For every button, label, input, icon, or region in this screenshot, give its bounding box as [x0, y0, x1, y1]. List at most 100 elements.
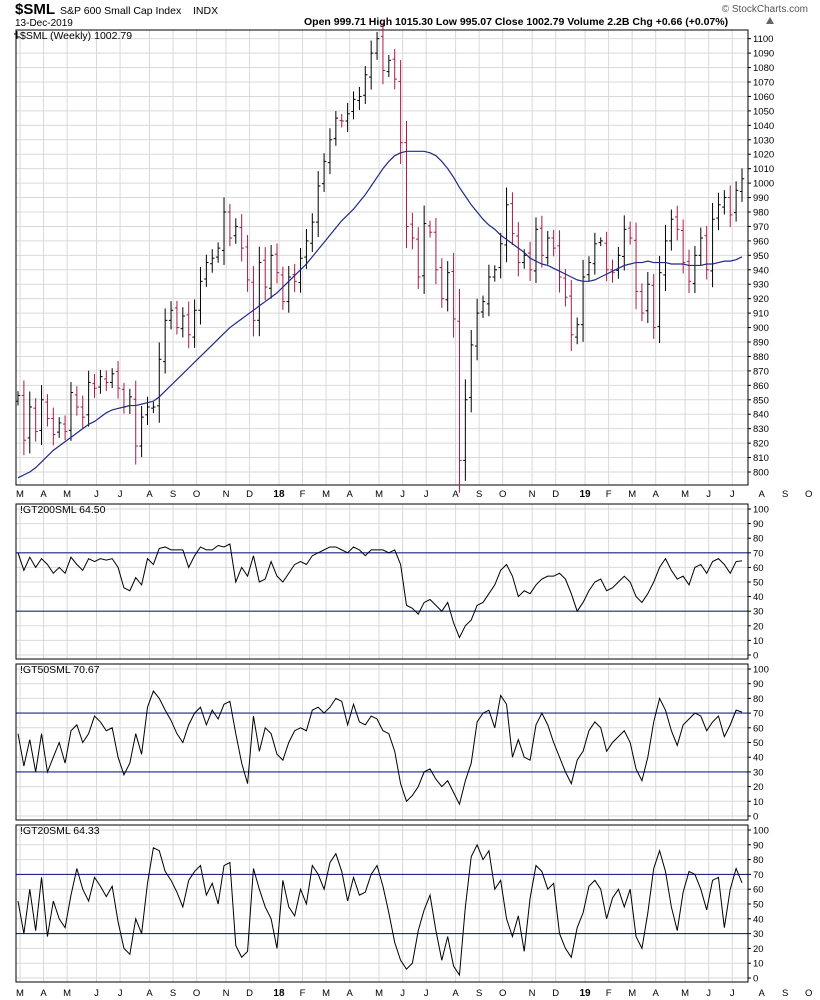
price-tick-label: 1100	[753, 34, 773, 45]
gt200-tick-label: 90	[753, 519, 764, 530]
price-tick-label: 880	[753, 352, 769, 363]
ohlc-bar	[174, 300, 180, 335]
x-tick-label: J	[400, 489, 405, 500]
price-tick-label: 900	[753, 323, 769, 334]
x-tick-label: J	[118, 489, 123, 500]
ohlc-bar	[204, 254, 209, 287]
ohlc-bar	[357, 86, 362, 111]
x-tick-label: D	[246, 489, 253, 500]
x-tick-label: J	[424, 988, 429, 999]
ohlc-bar	[92, 373, 97, 398]
ohlc-bar	[104, 370, 109, 392]
ohlc-bar	[210, 249, 215, 273]
gt20-tick-label: 0	[753, 974, 758, 985]
ohlc-bar	[157, 342, 162, 423]
ohlc-bar	[327, 128, 333, 175]
gt50-tick-label: 80	[753, 694, 764, 705]
ohlc-bar	[498, 232, 503, 279]
moving-average-line	[17, 150, 743, 479]
x-tick-label: S	[170, 988, 176, 999]
price-tick-label: 930	[753, 280, 769, 291]
x-tick-label: A	[653, 988, 660, 999]
gt20-tick-label: 60	[753, 885, 764, 896]
ohlc-bar	[551, 229, 556, 257]
price-tick-label: 890	[753, 338, 769, 349]
ohlc-bar	[127, 388, 133, 414]
gt200-tick-label: 10	[753, 636, 764, 647]
ohlc-bar	[245, 235, 250, 292]
ohlc-bar	[368, 40, 374, 90]
gt20-panel-label: !GT20SML 64.33	[20, 825, 100, 837]
x-tick-label: J	[706, 489, 711, 500]
x-tick-label: A	[40, 489, 47, 500]
ohlc-bar	[616, 246, 621, 279]
ohlc-bar	[345, 102, 350, 132]
ohlc-bar	[651, 274, 656, 339]
gt50-tick-label: 50	[753, 738, 764, 749]
ohlc-bar	[604, 231, 609, 282]
x-tick-label: A	[452, 489, 459, 500]
x-tick-label: N	[529, 489, 536, 500]
ohlc-bar	[392, 48, 397, 90]
ohlc-bar	[569, 279, 574, 351]
x-tick-label: J	[94, 489, 99, 500]
chart-exchange: INDX	[193, 5, 218, 17]
price-tick-label: 850	[753, 395, 769, 406]
x-tick-label: D	[552, 489, 559, 500]
x-tick-label: S	[476, 489, 482, 500]
ohlc-bar	[180, 307, 186, 338]
x-tick-label: F	[606, 988, 612, 999]
x-tick-label: F	[606, 489, 612, 500]
gt50-tick-label: 20	[753, 782, 764, 793]
x-tick-label: A	[346, 988, 353, 999]
x-tick-label: A	[40, 988, 47, 999]
ohlc-bar	[463, 379, 468, 481]
ohlc-bar	[427, 220, 433, 238]
ohlc-bar	[227, 203, 233, 247]
x-tick-label: J	[400, 988, 405, 999]
x-tick-label: S	[476, 988, 482, 999]
ohlc-bar	[239, 214, 244, 262]
gt20-tick-label: 40	[753, 914, 764, 925]
ohlc-bar	[292, 263, 297, 293]
ohlc-bar	[280, 266, 286, 310]
x-tick-label: A	[653, 489, 660, 500]
x-tick-label: D	[246, 988, 253, 999]
collapse-arrow-icon[interactable]	[766, 17, 774, 24]
ohlc-bar	[109, 368, 115, 389]
price-tick-label: 870	[753, 366, 769, 377]
ohlc-bar	[622, 215, 627, 271]
x-tick-label: S	[170, 489, 176, 500]
ohlc-bar	[416, 227, 421, 290]
x-tick-label: M	[16, 988, 24, 999]
x-tick-label: A	[146, 489, 153, 500]
price-tick-label: 1010	[753, 164, 774, 175]
ohlc-bar	[510, 192, 515, 246]
ohlc-bar	[469, 330, 474, 413]
gt50-tick-label: 0	[753, 812, 758, 823]
x-tick-label: M	[628, 988, 636, 999]
gt200-tick-label: 70	[753, 548, 764, 559]
ohlc-bar	[80, 395, 85, 429]
ohlc-bar	[421, 205, 427, 294]
x-tick-label: S	[782, 489, 788, 500]
x-tick-label: O	[193, 988, 200, 999]
x-tick-label: A	[346, 489, 353, 500]
x-tick-label: J	[706, 988, 711, 999]
x-tick-label: M	[628, 489, 636, 500]
price-tick-label: 1070	[753, 78, 774, 89]
x-tick-label: O	[193, 489, 200, 500]
ohlc-bar	[21, 380, 27, 456]
price-tick-label: 1050	[753, 106, 774, 117]
ohlc-bar	[580, 259, 586, 342]
ohlc-bar	[221, 197, 227, 265]
gt200-tick-label: 20	[753, 621, 764, 632]
price-tick-label: 1090	[753, 49, 774, 60]
ohlc-bar	[86, 370, 91, 427]
ohlc-bar	[539, 215, 545, 268]
ohlc-bar	[286, 265, 291, 313]
gt20-tick-label: 70	[753, 870, 764, 881]
price-frame	[15, 29, 749, 486]
ohlc-bar	[374, 31, 380, 60]
x-tick-label: M	[322, 988, 330, 999]
